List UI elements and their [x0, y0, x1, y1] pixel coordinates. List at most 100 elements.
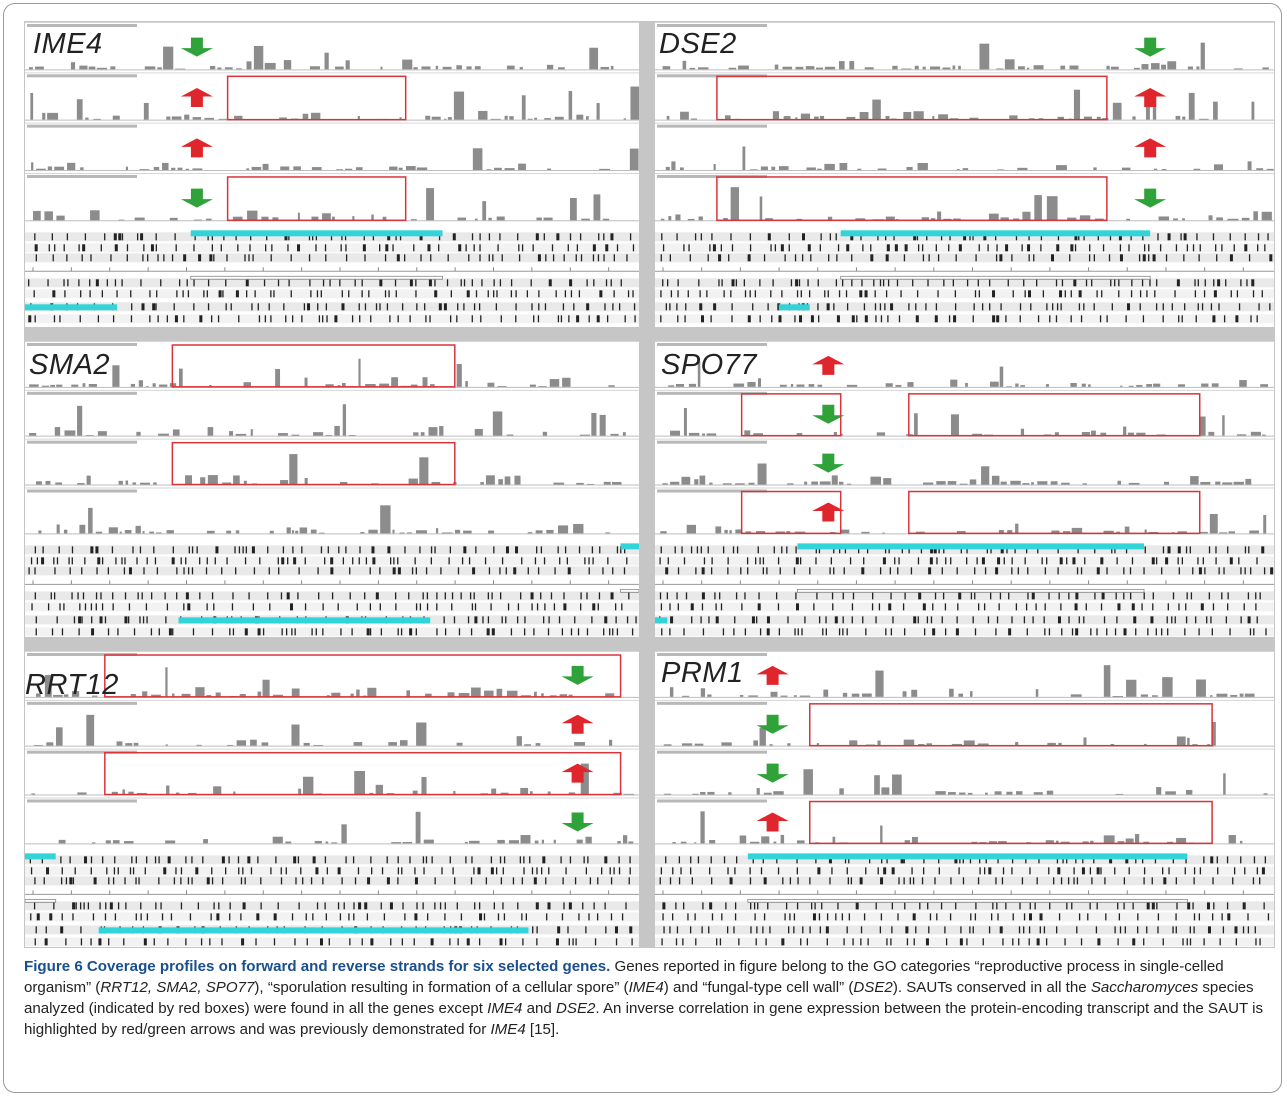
- feature-tick: [741, 603, 743, 611]
- coverage-bar: [917, 162, 928, 170]
- coverage-bar: [775, 531, 785, 534]
- annotation-row: [655, 545, 1274, 555]
- feature-tick: [317, 567, 319, 575]
- feature-tick: [930, 616, 933, 624]
- feature-tick: [1162, 303, 1164, 311]
- coverage-bar: [42, 112, 46, 120]
- track-header: [657, 74, 767, 78]
- feature-tick: [709, 902, 713, 910]
- coverage-bar: [979, 43, 990, 70]
- feature-tick: [808, 290, 811, 298]
- feature-tick: [620, 279, 622, 287]
- coverage-bar: [58, 839, 66, 844]
- feature-tick: [379, 244, 381, 252]
- coverage-bar: [469, 840, 480, 844]
- coverage-bar: [264, 62, 276, 70]
- feature-tick: [1206, 616, 1208, 624]
- coverage-bar: [942, 67, 951, 70]
- feature-tick: [185, 938, 187, 946]
- coverage-bar: [546, 529, 554, 534]
- coverage-bar: [1178, 384, 1185, 387]
- feature-tick: [386, 856, 388, 864]
- feature-tick: [937, 290, 939, 298]
- feature-tick: [954, 856, 958, 864]
- feature-tick: [444, 628, 447, 636]
- feature-tick: [794, 628, 796, 636]
- coverage-bar: [547, 791, 551, 795]
- feature-tick: [1258, 303, 1260, 311]
- coverage-bar: [1047, 742, 1056, 746]
- annotation-row: [655, 602, 1274, 612]
- feature-tick: [1123, 567, 1125, 575]
- feature-tick: [662, 279, 664, 287]
- feature-tick: [322, 603, 324, 611]
- feature-tick: [305, 913, 307, 921]
- feature-tick: [503, 856, 506, 864]
- coverage-bar: [310, 529, 317, 534]
- feature-tick: [989, 303, 991, 311]
- feature-tick: [1185, 603, 1187, 611]
- feature-tick: [1123, 877, 1126, 885]
- feature-tick: [890, 592, 892, 600]
- feature-tick: [287, 244, 289, 252]
- feature-tick: [765, 938, 767, 946]
- coverage-bar: [1216, 693, 1228, 697]
- coverage-bar: [1253, 211, 1258, 221]
- feature-tick: [955, 254, 957, 262]
- coverage-bar: [759, 727, 766, 746]
- coverage-bar: [136, 792, 147, 795]
- feature-tick: [911, 867, 913, 875]
- feature-tick: [851, 315, 855, 323]
- coverage-bar: [962, 168, 969, 170]
- coverage-bar: [203, 839, 208, 844]
- feature-tick: [353, 902, 355, 910]
- feature-tick: [387, 233, 391, 241]
- coverage-bar: [243, 382, 251, 387]
- feature-tick: [533, 628, 535, 636]
- feature-tick: [676, 233, 678, 241]
- feature-tick: [341, 290, 343, 298]
- feature-tick: [660, 867, 663, 875]
- feature-tick: [453, 616, 456, 624]
- feature-tick: [932, 628, 936, 636]
- feature-tick: [870, 254, 874, 262]
- feature-tick: [185, 856, 187, 864]
- feature-tick: [602, 567, 604, 575]
- coverage-bar: [415, 811, 421, 844]
- coverage-bar: [742, 146, 746, 170]
- feature-tick: [1167, 546, 1171, 554]
- feature-tick: [632, 244, 635, 252]
- coverage-bar: [579, 434, 591, 436]
- feature-tick: [662, 913, 664, 921]
- feature-tick: [364, 303, 367, 311]
- feature-tick: [124, 877, 126, 885]
- feature-tick: [1089, 902, 1091, 910]
- feature-tick: [343, 902, 345, 910]
- coverage-bar: [713, 164, 716, 170]
- feature-tick: [1091, 279, 1093, 287]
- coverage-bar: [413, 432, 419, 436]
- feature-tick: [629, 856, 631, 864]
- feature-tick: [82, 592, 85, 600]
- feature-tick: [1027, 244, 1031, 252]
- caption-text: ), “sporulation resulting in formation o…: [254, 979, 629, 996]
- gene-bar: [25, 853, 56, 860]
- coverage-bar: [56, 215, 65, 221]
- feature-tick: [1177, 546, 1181, 554]
- feature-tick: [142, 254, 144, 262]
- coverage-bar: [1136, 432, 1146, 436]
- feature-tick: [1141, 279, 1144, 287]
- coverage-bar: [803, 769, 813, 795]
- feature-tick: [865, 867, 867, 875]
- coverage-bar: [250, 429, 253, 436]
- caption-gene: DSE2: [555, 1000, 596, 1017]
- feature-tick: [618, 867, 621, 875]
- coverage-bar: [1010, 480, 1021, 485]
- coverage-bar: [697, 67, 709, 70]
- feature-tick: [191, 546, 194, 554]
- feature-tick: [888, 546, 890, 554]
- feature-tick: [661, 938, 663, 946]
- feature-tick: [782, 877, 784, 885]
- feature-tick: [284, 233, 288, 241]
- feature-tick: [1082, 856, 1084, 864]
